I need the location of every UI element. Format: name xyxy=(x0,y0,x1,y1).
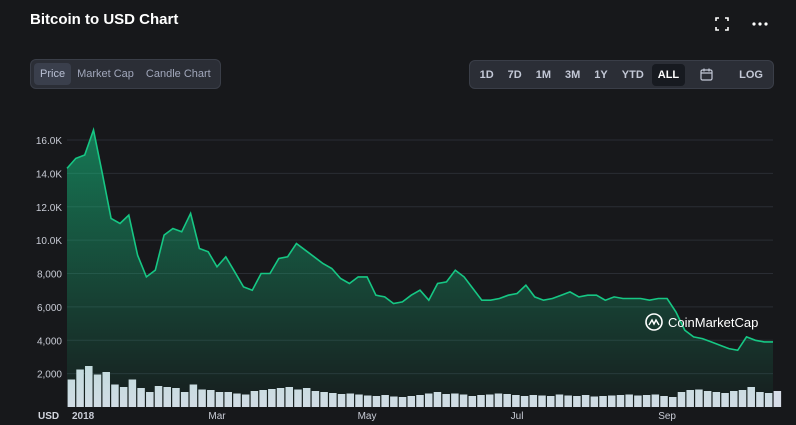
range-3m-button[interactable]: 3M xyxy=(565,68,581,81)
range-7d-button[interactable]: 7D xyxy=(507,68,522,81)
x-axis-ticks: 2018MarMayJulSepNov xyxy=(72,411,676,422)
time-range-selector: 1D 7D 1M 3M 1Y YTD ALL LOG xyxy=(468,60,774,89)
y-axis-ticks: 2,000 4,000 6,000 8,000 10.0K 12.0K 14.0K 16.0K xyxy=(36,136,63,381)
y-tick-label: 6,000 xyxy=(37,303,62,314)
log-scale-button[interactable]: LOG xyxy=(739,68,763,81)
price-chart[interactable]: 2,000 4,000 6,000 8,000 10.0K 12.0K 14.0K 16.0K… xyxy=(0,110,796,425)
chart-type-tabs: Price Market Cap Candle Chart xyxy=(30,59,221,89)
y-tick-label: 8,000 xyxy=(37,270,62,281)
y-tick-label: 14.0K xyxy=(36,169,62,180)
x-tick-label: Jul xyxy=(511,411,524,422)
price-area xyxy=(67,130,773,407)
coinmarketcap-logo-icon xyxy=(645,313,663,331)
watermark-text: CoinMarketCap xyxy=(668,315,758,330)
y-tick-label: 4,000 xyxy=(37,336,62,347)
y-tick-label: 2,000 xyxy=(37,370,62,381)
x-tick-label: May xyxy=(358,411,377,422)
more-icon[interactable] xyxy=(750,14,770,34)
y-tick-label: 12.0K xyxy=(36,203,62,214)
calendar-icon[interactable] xyxy=(687,63,725,86)
y-tick-label: 16.0K xyxy=(36,136,62,147)
range-all-button[interactable]: ALL xyxy=(651,63,686,86)
tab-candle-chart[interactable]: Candle Chart xyxy=(145,68,211,80)
y-tick-label: 10.0K xyxy=(36,236,62,247)
tab-market-cap[interactable]: Market Cap xyxy=(77,68,134,80)
range-1y-button[interactable]: 1Y xyxy=(594,68,608,81)
range-1m-button[interactable]: 1M xyxy=(535,68,552,81)
x-tick-label: Mar xyxy=(208,411,226,422)
fullscreen-icon[interactable] xyxy=(712,14,732,34)
window-actions xyxy=(712,14,770,34)
price-line xyxy=(66,126,773,352)
volume-bar xyxy=(773,391,782,407)
x-tick-label: Sep xyxy=(658,411,676,422)
range-1d-button[interactable]: 1D xyxy=(479,68,494,81)
x-tick-label: 2018 xyxy=(72,411,95,422)
range-ytd-button[interactable]: YTD xyxy=(621,68,644,81)
currency-label: USD xyxy=(38,411,59,422)
tab-price[interactable]: Price xyxy=(34,63,72,85)
page-title: Bitcoin to USD Chart xyxy=(30,11,179,28)
